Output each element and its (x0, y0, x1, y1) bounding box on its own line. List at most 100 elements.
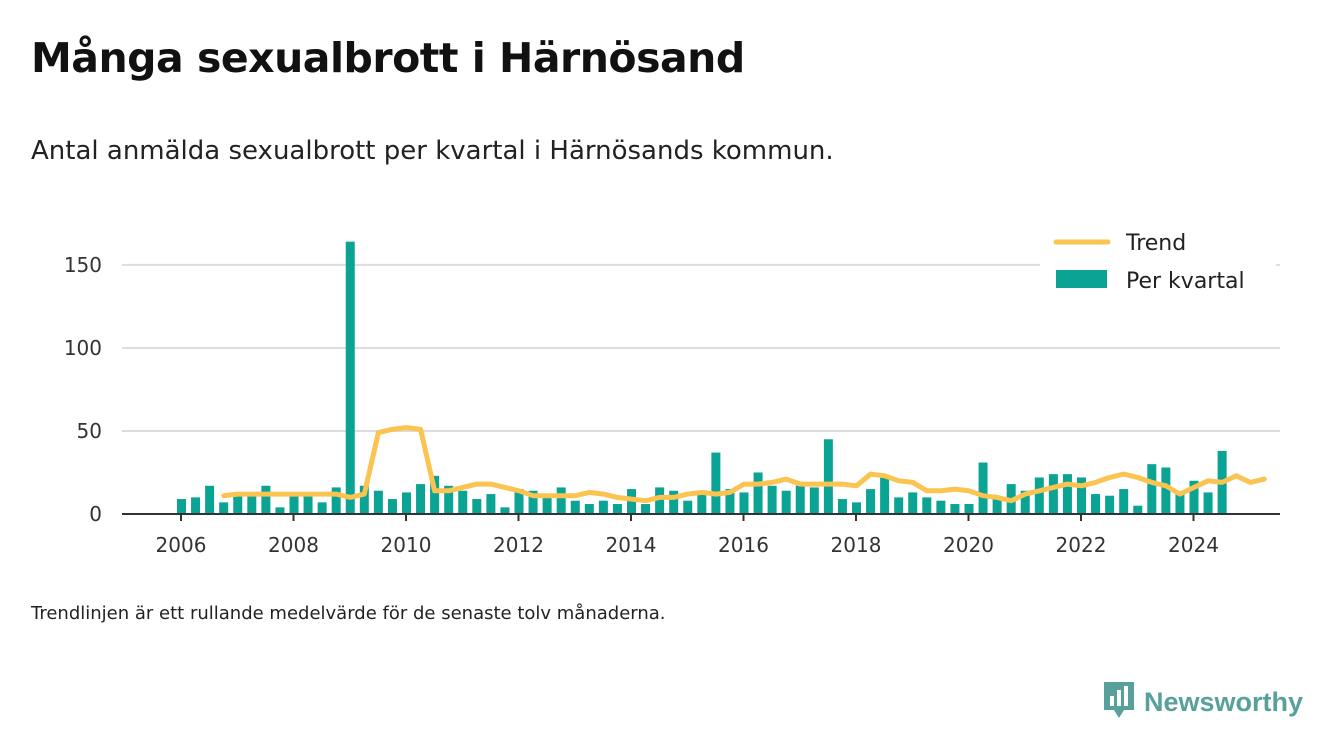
axes: 0 50 100 150 2006 2008 2010 2012 2014 2016 2018 202… (64, 253, 1280, 557)
brand-logo: Newsworthy (1102, 682, 1303, 722)
legend-background (1040, 222, 1276, 304)
bar (683, 500, 693, 514)
x-tick-label: 2010 (381, 533, 432, 557)
x-tick-label: 2018 (831, 533, 882, 557)
bar (331, 487, 341, 514)
bar (655, 487, 665, 514)
chart-title: Många sexualbrott i Härnösand (31, 34, 745, 82)
bar (570, 500, 580, 514)
bar (992, 497, 1002, 514)
bar (1048, 474, 1058, 514)
bar (936, 500, 946, 514)
bar (753, 472, 763, 514)
bar (416, 484, 426, 514)
bar (697, 494, 707, 514)
bar (1034, 477, 1044, 514)
bar (781, 490, 791, 514)
bar (584, 504, 594, 514)
bar (472, 499, 482, 514)
bar (317, 502, 327, 514)
bar (233, 495, 243, 514)
bar (1105, 495, 1115, 514)
bar (880, 477, 890, 514)
chart: 0 50 100 150 2006 2008 2010 2012 2014 2016 2018 202… (63, 222, 1280, 557)
bar (1119, 489, 1129, 514)
legend-trend-label: Trend (1125, 231, 1186, 256)
bar (669, 490, 679, 514)
x-tick-label: 2016 (718, 533, 769, 557)
y-tick-label: 50 (77, 419, 102, 443)
bar (556, 487, 566, 514)
bar (191, 497, 201, 514)
bar (978, 462, 988, 514)
bar (1147, 464, 1157, 514)
bar (500, 507, 510, 514)
x-tick-label: 2014 (606, 533, 657, 557)
bar (542, 495, 552, 514)
bar (809, 487, 819, 514)
legend-bar-swatch (1056, 270, 1107, 288)
x-tick-label: 2020 (943, 533, 994, 557)
bar (1133, 505, 1143, 514)
bar (852, 502, 861, 514)
bar (1175, 494, 1185, 514)
bar (894, 497, 904, 514)
legend-bar-label: Per kvartal (1126, 269, 1245, 294)
bar (247, 495, 257, 514)
bar (950, 504, 960, 514)
bar (514, 489, 524, 514)
bar (837, 499, 847, 514)
bar (641, 504, 651, 514)
x-tick-label: 2012 (493, 533, 544, 557)
bar (275, 507, 285, 514)
bar (1203, 492, 1213, 514)
bar (739, 492, 749, 514)
bar (1189, 480, 1199, 514)
bar (1077, 477, 1086, 514)
bar (528, 490, 538, 514)
bar (458, 490, 468, 514)
bar (767, 485, 777, 514)
chart-subtitle: Antal anmälda sexualbrott per kvartal i … (31, 136, 834, 166)
bar (486, 494, 496, 514)
x-tick-label: 2008 (268, 533, 319, 557)
trend-line (221, 425, 1267, 504)
bar-chart-speech-bubble-icon (1102, 680, 1136, 724)
bar (1161, 467, 1171, 514)
bar (598, 500, 608, 514)
bar (1062, 474, 1072, 514)
bar (303, 495, 313, 514)
bar (177, 499, 186, 514)
bar (795, 485, 805, 514)
brand-name: Newsworthy (1144, 686, 1304, 717)
bar (823, 439, 833, 514)
footnote: Trendlinjen är ett rullande medelvärde f… (31, 603, 666, 624)
bar (261, 485, 271, 514)
y-tick-label: 150 (64, 253, 102, 277)
bar (430, 475, 440, 514)
bar (908, 492, 918, 514)
y-tick-label: 100 (64, 336, 102, 360)
bar (711, 452, 721, 514)
bar (387, 499, 397, 514)
bar (1091, 494, 1101, 514)
bar (866, 489, 876, 514)
bar-series (177, 241, 1227, 515)
bar (444, 485, 454, 514)
bar (612, 504, 622, 514)
bar (373, 490, 383, 514)
bar (402, 492, 411, 514)
x-tick-label: 2022 (1056, 533, 1107, 557)
bar (219, 502, 229, 514)
bar (289, 494, 299, 514)
bar (964, 504, 974, 514)
trend-series (221, 425, 1267, 504)
bar (922, 497, 932, 514)
bar (725, 489, 735, 514)
y-tick-label: 0 (89, 502, 102, 526)
x-tick-label: 2006 (156, 533, 207, 557)
bar (205, 485, 215, 514)
bar (359, 485, 369, 514)
bar (345, 241, 355, 515)
legend: Trend Per kvartal (1040, 222, 1276, 304)
